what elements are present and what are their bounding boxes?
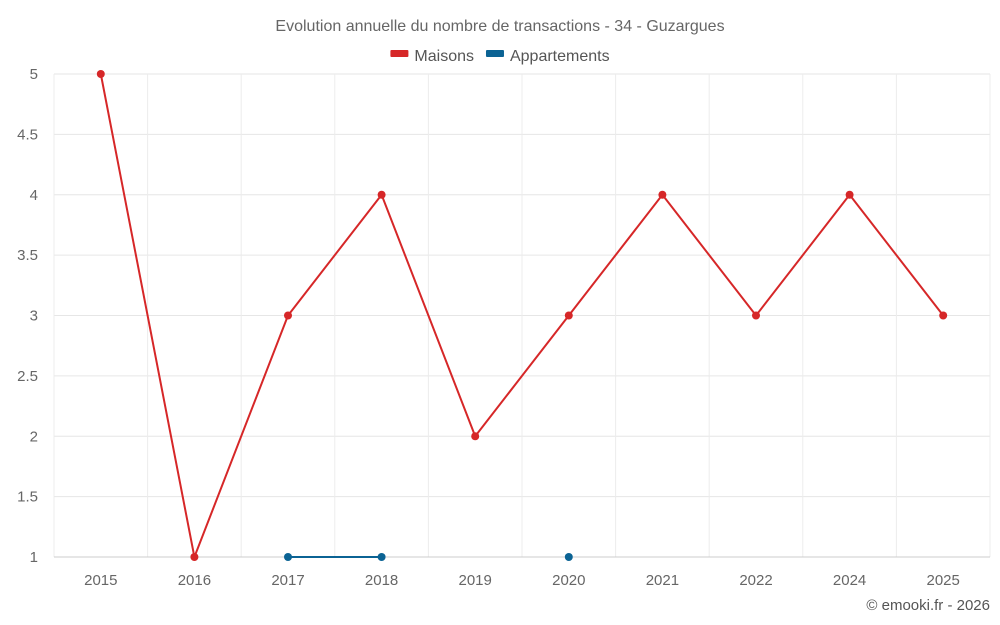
data-point[interactable] [284, 311, 292, 320]
legend-label: Appartements [510, 48, 610, 65]
legend-item-appartements[interactable]: Appartements [485, 48, 610, 65]
x-tick-label: 2020 [552, 572, 585, 589]
x-tick-label: 2022 [739, 572, 772, 589]
legend-label: Maisons [414, 48, 474, 65]
x-tick-label: 2016 [178, 572, 211, 589]
data-point[interactable] [96, 70, 105, 78]
y-tick-label: 1.5 [17, 489, 38, 506]
data-point[interactable] [752, 311, 760, 320]
legend-swatch [485, 50, 504, 57]
data-point[interactable] [845, 190, 854, 199]
data-point[interactable] [564, 311, 573, 320]
x-tick-label: 2021 [646, 572, 679, 589]
data-point[interactable] [658, 190, 667, 199]
y-axis: 1 1.5 2 2.5 3 3.5 4 4.5 5 [17, 66, 38, 566]
chart-credit: © emooki.fr - 2026 [866, 597, 990, 614]
data-point[interactable] [377, 553, 386, 561]
x-tick-label: 2018 [365, 572, 398, 589]
data-point[interactable] [471, 432, 480, 441]
y-tick-label: 5 [30, 66, 38, 83]
grid [53, 73, 991, 558]
data-point[interactable] [564, 553, 573, 561]
chart-title: Evolution annuelle du nombre de transact… [275, 18, 724, 35]
legend-swatch [390, 50, 409, 57]
y-tick-label: 3.5 [17, 247, 38, 264]
x-tick-label: 2017 [271, 572, 304, 589]
legend: Maisons Appartements [390, 48, 610, 65]
series-group [96, 70, 948, 561]
x-tick-label: 2015 [84, 572, 117, 589]
x-tick-label: 2025 [927, 572, 960, 589]
y-tick-label: 4 [30, 187, 38, 204]
series-maisons [96, 70, 948, 561]
x-tick-label: 2024 [833, 572, 866, 589]
data-point[interactable] [284, 553, 292, 561]
data-point[interactable] [377, 190, 386, 199]
y-tick-label: 2.5 [17, 368, 38, 385]
legend-item-maisons[interactable]: Maisons [390, 48, 474, 65]
y-tick-label: 2 [30, 428, 38, 445]
series-appartements [284, 553, 573, 561]
data-point[interactable] [939, 311, 948, 320]
data-point[interactable] [190, 553, 199, 561]
x-axis: 2015 2016 2017 2018 2019 2020 2021 2022 2024 2025 [54, 556, 990, 589]
y-tick-label: 4.5 [17, 126, 38, 143]
series-line [99, 73, 944, 561]
x-tick-label: 2019 [459, 572, 492, 589]
y-tick-label: 1 [30, 549, 38, 566]
y-tick-label: 3 [30, 308, 38, 325]
